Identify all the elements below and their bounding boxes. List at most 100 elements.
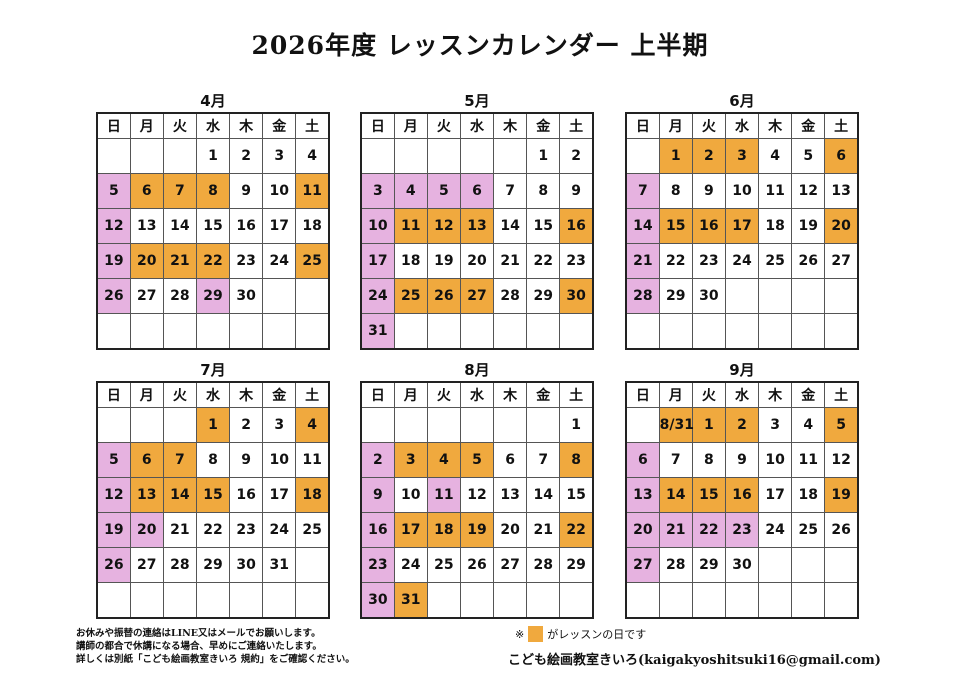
- day-cell: 28: [162, 547, 197, 583]
- day-cell: 10: [758, 442, 793, 478]
- lesson-day-cell: 6: [129, 442, 164, 478]
- month-calendar: 8月日月火水木金土 1 2 3 4 5 6 7 8 9 10 11 12 13 14 15 16 17 18 19 20…: [360, 359, 594, 619]
- holiday-cell: 26: [96, 547, 131, 583]
- weekday-header: 火: [691, 381, 726, 408]
- lesson-day-cell: 1: [658, 138, 693, 174]
- weekday-header: 土: [295, 112, 330, 139]
- lesson-day-cell: 14: [162, 477, 197, 513]
- weekday-header: 日: [360, 381, 395, 408]
- empty-cell: [559, 313, 594, 350]
- empty-cell: [360, 407, 395, 443]
- empty-cell: [393, 138, 428, 174]
- weekday-header: 火: [162, 112, 197, 139]
- empty-cell: [162, 407, 197, 443]
- weekday-header: 木: [493, 112, 528, 139]
- holiday-cell: 17: [360, 243, 395, 279]
- day-cell: 19: [426, 243, 461, 279]
- lesson-day-cell: 5: [824, 407, 859, 443]
- notes: お休みや振替の連絡はLINE又はメールでお願いします。 講師の都合で休講になる場…: [76, 627, 355, 666]
- lesson-day-cell: 16: [691, 208, 726, 244]
- empty-cell: [724, 313, 760, 350]
- month-label: 8月: [464, 361, 490, 379]
- day-cell: 18: [295, 208, 330, 244]
- empty-cell: [824, 278, 859, 314]
- empty-cell: [758, 278, 793, 314]
- empty-cell: [791, 278, 826, 314]
- empty-cell: [129, 313, 164, 350]
- day-cell: 18: [758, 208, 793, 244]
- holiday-cell: 16: [360, 512, 395, 548]
- day-cell: 1: [526, 138, 561, 174]
- page-title: 2026年度 レッスンカレンダー 上半期: [251, 31, 709, 60]
- day-cell: 28: [162, 278, 197, 314]
- holiday-cell: 6: [459, 173, 495, 209]
- day-cell: 25: [295, 512, 330, 548]
- holiday-cell: 31: [360, 313, 395, 350]
- day-cell: 5: [791, 138, 826, 174]
- lesson-day-cell: 18: [426, 512, 461, 548]
- month-label: 7月: [200, 361, 226, 379]
- weekday-header: 月: [129, 112, 164, 139]
- lesson-day-cell: 8/31: [658, 407, 694, 443]
- weekday-header: 水: [195, 112, 231, 139]
- weekday-header: 月: [658, 381, 693, 408]
- weekday-header: 日: [625, 112, 660, 139]
- day-cell: 24: [393, 547, 428, 583]
- day-cell: 23: [229, 243, 264, 279]
- day-cell: 7: [658, 442, 693, 478]
- holiday-cell: 23: [360, 547, 395, 583]
- weekday-header: 水: [724, 112, 760, 139]
- day-cell: 7: [526, 442, 561, 478]
- day-cell: 19: [791, 208, 826, 244]
- lesson-day-cell: 16: [724, 477, 760, 513]
- empty-cell: [162, 313, 197, 350]
- day-cell: 15: [195, 208, 231, 244]
- weekday-header: 木: [758, 112, 793, 139]
- empty-cell: [658, 582, 693, 619]
- day-cell: 14: [526, 477, 561, 513]
- day-cell: 2: [229, 407, 264, 443]
- empty-cell: [625, 138, 660, 174]
- day-cell: 30: [229, 278, 264, 314]
- day-cell: 10: [262, 173, 297, 209]
- lesson-day-cell: 6: [824, 138, 859, 174]
- day-cell: 27: [129, 278, 164, 314]
- holiday-cell: 7: [625, 173, 660, 209]
- day-cell: 26: [791, 243, 826, 279]
- lesson-day-cell: 1: [195, 407, 231, 443]
- day-cell: 10: [393, 477, 428, 513]
- month-label: 4月: [200, 92, 226, 110]
- empty-cell: [262, 582, 297, 619]
- empty-cell: [426, 582, 461, 619]
- holiday-cell: 19: [96, 243, 131, 279]
- holiday-cell: 3: [360, 173, 395, 209]
- day-cell: 17: [262, 208, 297, 244]
- weekday-header: 月: [658, 112, 693, 139]
- legend-prefix: ※: [515, 627, 525, 641]
- day-cell: 29: [526, 278, 561, 314]
- empty-cell: [459, 313, 495, 350]
- lesson-day-cell: 8: [195, 173, 231, 209]
- day-cell: 11: [758, 173, 793, 209]
- holiday-cell: 20: [625, 512, 660, 548]
- empty-cell: [526, 582, 561, 619]
- day-cell: 11: [791, 442, 826, 478]
- lesson-day-cell: 8: [559, 442, 594, 478]
- day-cell: 20: [493, 512, 528, 548]
- holiday-cell: 29: [195, 278, 231, 314]
- weekday-header: 日: [625, 381, 660, 408]
- day-cell: 1: [559, 407, 594, 443]
- month-calendar: 9月日月火水木金土 8/31 1 2 3 4 5 6 7 8 9 10 11 12 13 14 15 16 17 18…: [625, 359, 859, 619]
- empty-cell: [824, 582, 859, 619]
- day-cell: 24: [724, 243, 760, 279]
- contact-info: こども絵画教室きいろ(kaigakyoshitsuki16@gmail.com): [508, 653, 881, 668]
- legend: ※ がレッスンの日です: [515, 626, 646, 642]
- day-cell: 14: [493, 208, 528, 244]
- day-cell: 16: [229, 477, 264, 513]
- day-cell: 18: [791, 477, 826, 513]
- empty-cell: [426, 313, 461, 350]
- lesson-day-cell: 14: [658, 477, 693, 513]
- lesson-day-cell: 3: [393, 442, 428, 478]
- day-cell: 24: [758, 512, 793, 548]
- lesson-day-cell: 30: [559, 278, 594, 314]
